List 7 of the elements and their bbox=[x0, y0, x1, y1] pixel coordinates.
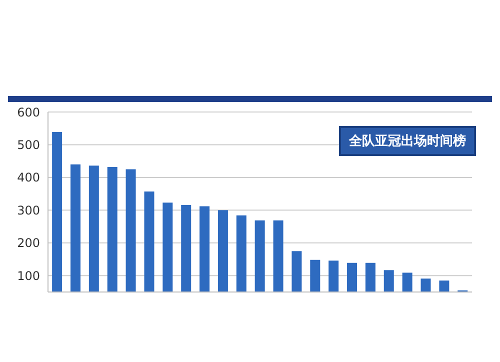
y-tick-label: 400 bbox=[17, 170, 40, 185]
y-tick-label: 100 bbox=[17, 268, 40, 283]
y-tick-label: 300 bbox=[17, 203, 40, 218]
y-tick-label: 200 bbox=[17, 236, 40, 250]
y-tick-label: 500 bbox=[17, 138, 40, 152]
y-tick-label: 600 bbox=[17, 105, 40, 120]
text: 全队亚冠出场时间榜 bbox=[339, 126, 476, 156]
